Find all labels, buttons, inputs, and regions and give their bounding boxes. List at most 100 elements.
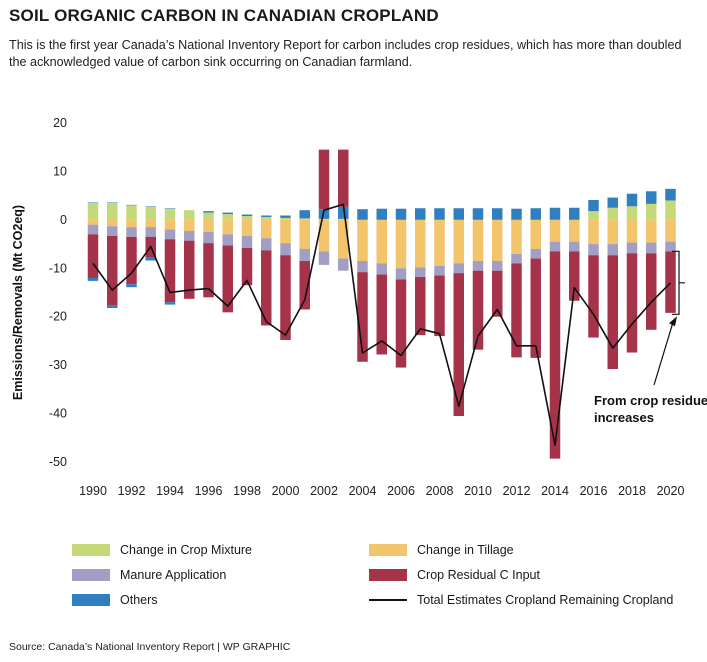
bar-segment xyxy=(511,263,522,358)
bar-segment xyxy=(145,257,156,261)
bar-segment xyxy=(280,243,291,256)
bar-segment xyxy=(472,208,484,220)
bar-segment xyxy=(164,208,176,220)
bar-segment xyxy=(145,227,156,237)
bar-segment xyxy=(241,214,253,216)
bar-segment xyxy=(588,244,599,256)
bar-segment xyxy=(588,211,599,220)
y-tick-label: -10 xyxy=(49,261,67,275)
bar-segment xyxy=(453,273,464,416)
bar-segment xyxy=(280,219,291,244)
bar-segment xyxy=(395,208,407,220)
bar-segment xyxy=(569,219,580,242)
bar-segment xyxy=(87,277,99,281)
bar-segment xyxy=(415,208,426,220)
bar-segment xyxy=(530,219,541,249)
bar-segment xyxy=(665,200,676,220)
bar-segment xyxy=(338,218,349,220)
y-axis-label: Emissions/Removals (Mt CO2eq) xyxy=(11,205,25,400)
bar-segment xyxy=(530,248,541,259)
bar-segment xyxy=(107,226,118,236)
bar-segment xyxy=(299,210,310,219)
total-estimates-line xyxy=(92,203,672,446)
bar-segment xyxy=(126,227,137,237)
annotation-bracket xyxy=(672,250,685,315)
bar-segment xyxy=(472,270,484,350)
x-tick-label: 2018 xyxy=(618,484,646,498)
x-tick-label: 2016 xyxy=(580,484,608,498)
x-tick-label: 2000 xyxy=(272,484,300,498)
bar-segment xyxy=(665,251,676,313)
x-tick-label: 1992 xyxy=(118,484,146,498)
bar-segment xyxy=(145,219,156,228)
bar-segment xyxy=(87,234,99,278)
bar-segment xyxy=(492,208,503,220)
bar-segment xyxy=(261,238,272,251)
chart-title: SOIL ORGANIC CARBON IN CANADIAN CROPLAND xyxy=(9,6,439,25)
bar-segment xyxy=(338,219,349,259)
legend-label-manure: Manure Application xyxy=(120,568,227,582)
annotation-arrow-line xyxy=(653,322,674,386)
legend-swatch-tillage xyxy=(369,544,407,556)
bar-segment xyxy=(646,242,657,254)
bar-segment xyxy=(184,240,195,299)
bar-segment xyxy=(530,258,541,358)
x-tick-label: 1990 xyxy=(79,484,107,498)
bar-segment xyxy=(511,208,522,220)
bar-segment xyxy=(607,255,618,370)
bar-segment xyxy=(415,267,426,278)
y-tick-label: 0 xyxy=(60,213,67,227)
legend-label-others: Others xyxy=(120,593,158,607)
bar-segment xyxy=(626,206,638,220)
legend-label-total: Total Estimates Cropland Remaining Cropl… xyxy=(417,593,674,607)
bar-segment xyxy=(357,209,368,220)
bar-segment xyxy=(318,218,330,220)
bar-segment xyxy=(203,212,214,220)
bar-segment xyxy=(222,234,233,246)
bar-segment xyxy=(453,263,464,274)
bar-segment xyxy=(203,243,214,298)
bar-segment xyxy=(492,270,503,317)
bar-segment xyxy=(549,251,561,459)
bar-segment xyxy=(318,219,330,252)
legend-item-crop-residual: Crop Residual C Input xyxy=(369,568,540,582)
bar-segment xyxy=(203,211,214,213)
bar-segment xyxy=(646,253,657,330)
x-tick-label: 1998 xyxy=(233,484,261,498)
bar-segment xyxy=(395,268,407,280)
bar-segment xyxy=(607,219,618,245)
y-tick-label: -30 xyxy=(49,358,67,372)
bar-segment xyxy=(511,219,522,254)
bar-segment xyxy=(569,241,580,252)
bar-segment xyxy=(357,261,368,273)
legend-swatch-crop-residual xyxy=(369,569,407,581)
bar-segment xyxy=(626,253,638,353)
x-tick-label: 2004 xyxy=(349,484,377,498)
bar-segment xyxy=(145,206,156,220)
bar-segment xyxy=(203,231,214,244)
legend-item-others: Others xyxy=(72,593,158,607)
bar-segment xyxy=(222,212,233,215)
bar-segment xyxy=(376,219,387,264)
source-credit: Source: Canada’s National Inventory Repo… xyxy=(9,641,291,653)
legend-item-crop-mixture: Change in Crop Mixture xyxy=(72,543,252,557)
x-tick-label: 1996 xyxy=(195,484,223,498)
bar-segment xyxy=(376,263,387,275)
bar-segment xyxy=(87,224,99,235)
bar-segment xyxy=(338,258,349,271)
bar-segment xyxy=(241,247,253,286)
bar-segment xyxy=(241,219,253,236)
bar-segment xyxy=(646,219,657,243)
bar-segment xyxy=(261,216,272,220)
bar-segment xyxy=(588,219,599,245)
bar-segment xyxy=(357,219,368,262)
legend-label-tillage: Change in Tillage xyxy=(417,543,514,557)
x-tick-label: 1994 xyxy=(156,484,184,498)
annotation-text-line2: increases xyxy=(594,410,654,425)
bar-segment xyxy=(299,219,310,249)
bar-segment xyxy=(299,218,310,220)
bar-segment xyxy=(492,219,503,262)
x-tick-label: 2020 xyxy=(657,484,685,498)
bar-segment xyxy=(107,202,118,220)
